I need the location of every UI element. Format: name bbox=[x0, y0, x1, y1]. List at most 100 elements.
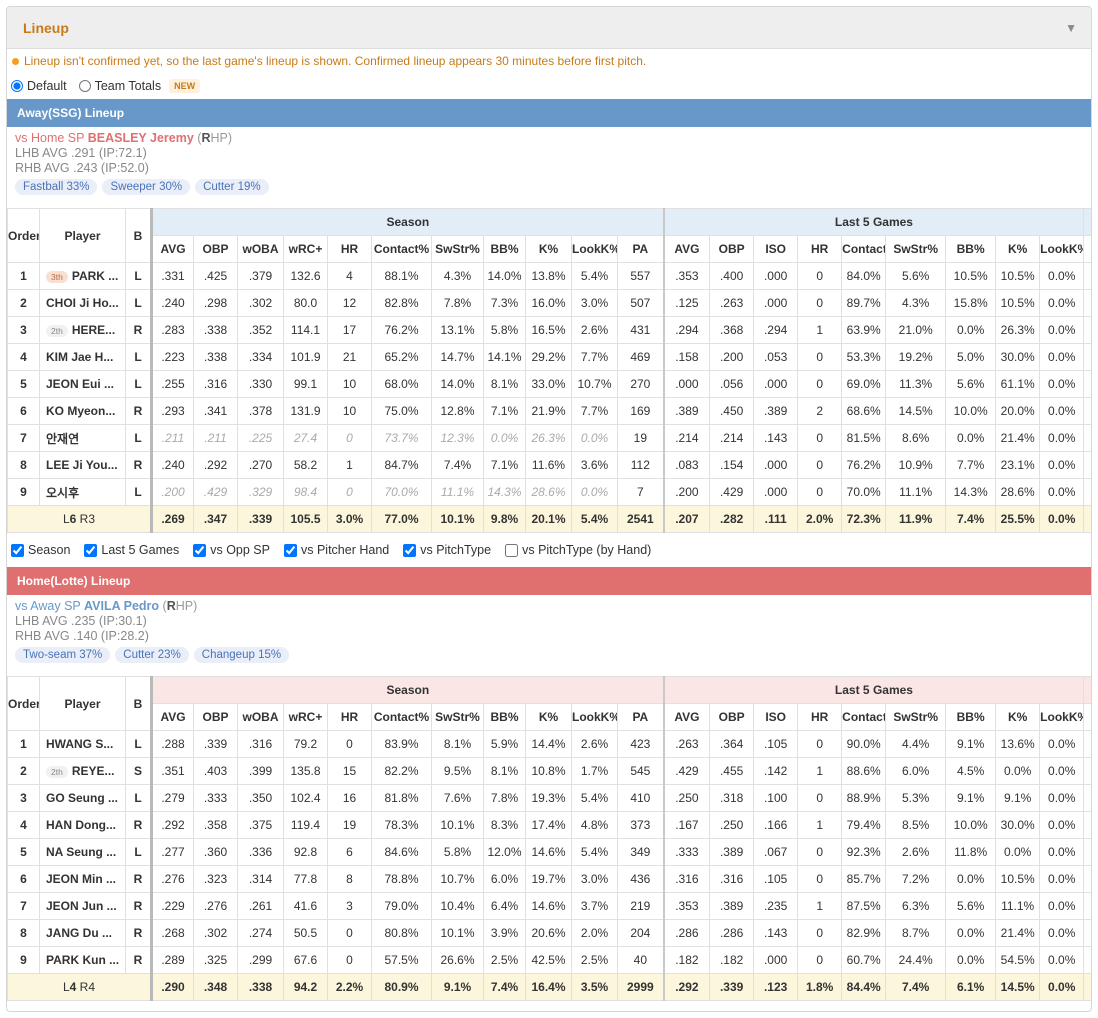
table-row[interactable]: 4 HAN Dong... R .292.358.375 119.4 19 78.3% 10.… bbox=[7, 811, 1091, 839]
season-col-header[interactable]: AVG bbox=[151, 703, 194, 731]
home-sp-name[interactable]: AVILA Pedro bbox=[84, 599, 160, 613]
player-name-cell[interactable]: HAN Dong... bbox=[39, 811, 126, 839]
season-col-header[interactable]: Contact% bbox=[371, 703, 432, 731]
player-name-cell[interactable]: JEON Eui ... bbox=[39, 370, 126, 398]
season-col-header[interactable]: SwStr% bbox=[431, 703, 484, 731]
season-col-header[interactable]: BB% bbox=[483, 703, 526, 731]
table-row[interactable]: 9 오시후 L .200.429.329 98.4 0 70.0% 11.1% 14.3% 28.… bbox=[7, 478, 1091, 506]
player-name-cell[interactable]: JANG Du ... bbox=[39, 919, 126, 947]
season-col-header[interactable]: K% bbox=[525, 235, 572, 263]
away-sp-name[interactable]: BEASLEY Jeremy bbox=[87, 131, 194, 145]
table-row[interactable]: 7 JEON Jun ... R .229.276.261 41.6 3 79.0% 10.4… bbox=[7, 892, 1091, 920]
player-name[interactable]: KIM Jae H... bbox=[46, 350, 114, 364]
team-totals-radio[interactable] bbox=[78, 80, 91, 92]
player-name-cell[interactable]: KO Myeon... bbox=[39, 397, 126, 425]
player-name[interactable]: NA Seung ... bbox=[46, 845, 117, 859]
table-row[interactable]: 2 CHOI Ji Ho... L .240.298.302 80.0 12 82.8% 7.… bbox=[7, 289, 1091, 317]
season-col-header[interactable]: wOBA bbox=[237, 703, 284, 731]
player-name[interactable]: PARK Kun ... bbox=[46, 953, 120, 967]
stat-filter-option[interactable]: vs Pitcher Hand bbox=[283, 543, 389, 557]
last5-col-header[interactable]: SwStr% bbox=[885, 235, 947, 263]
last5-col-header[interactable]: OBP bbox=[709, 235, 755, 263]
season-col-header[interactable]: LookK% bbox=[571, 235, 618, 263]
season-col-header[interactable]: LookK% bbox=[571, 703, 618, 731]
player-name-cell[interactable]: JEON Min ... bbox=[39, 865, 126, 893]
last5-col-header[interactable]: SwStr% bbox=[885, 703, 947, 731]
last5-col-header[interactable]: BB% bbox=[945, 235, 997, 263]
season-col-header[interactable]: OBP bbox=[193, 703, 238, 731]
season-col-header[interactable]: wRC+ bbox=[283, 703, 328, 731]
table-row[interactable]: 3 2th HERE... R .283.338.352 114.1 17 76.2% 13.1… bbox=[7, 316, 1091, 344]
table-row[interactable]: 7 안재연 L .211.211.225 27.4 0 73.7% 12.3% 0.0% 26.3… bbox=[7, 424, 1091, 452]
table-row[interactable]: 4 KIM Jae H... L .223.338.334 101.9 21 65.2% 14… bbox=[7, 343, 1091, 371]
player-name-cell[interactable]: PARK Kun ... bbox=[39, 946, 126, 974]
last5-col-header[interactable]: LookK% bbox=[1039, 703, 1085, 731]
player-name-cell[interactable]: 2th HERE... bbox=[39, 316, 126, 344]
stat-filter-option[interactable]: vs PitchType bbox=[403, 543, 491, 557]
player-name[interactable]: GO Seung ... bbox=[46, 791, 119, 805]
last5-col-header[interactable]: K% bbox=[995, 703, 1041, 731]
season-col-header[interactable]: PA bbox=[616, 703, 665, 731]
last5-col-header[interactable]: K% bbox=[995, 235, 1041, 263]
default-radio-option[interactable]: Default bbox=[11, 79, 67, 93]
table-row[interactable]: 6 KO Myeon... R .293.341.378 131.9 10 75.0% 12.… bbox=[7, 397, 1091, 425]
player-name[interactable]: 안재연 bbox=[46, 431, 80, 446]
stat-filter-checkbox[interactable] bbox=[193, 543, 207, 557]
stat-filter-checkbox[interactable] bbox=[505, 543, 519, 557]
season-col-header[interactable]: HR bbox=[327, 235, 372, 263]
stat-filter-option[interactable]: Last 5 Games bbox=[84, 543, 179, 557]
panel-header[interactable]: Lineup ▼ bbox=[7, 7, 1091, 49]
last5-col-header[interactable]: Contact% bbox=[841, 235, 887, 263]
player-name[interactable]: CHOI Ji Ho... bbox=[46, 296, 119, 310]
player-name-cell[interactable]: GO Seung ... bbox=[39, 784, 126, 812]
stat-filter-option[interactable]: vs Opp SP bbox=[193, 543, 270, 557]
season-col-header[interactable]: AVG bbox=[151, 235, 194, 263]
table-row[interactable]: 1 3th PARK ... L .331.425.379 132.6 4 88.1% 4.3%… bbox=[7, 262, 1091, 290]
player-name[interactable]: 오시후 bbox=[46, 485, 80, 500]
table-row[interactable]: 5 NA Seung ... L .277.360.336 92.8 6 84.6% 5.8%… bbox=[7, 838, 1091, 866]
player-name-cell[interactable]: 오시후 bbox=[39, 478, 126, 506]
last5-col-header[interactable]: Contact% bbox=[841, 703, 887, 731]
player-name-cell[interactable]: HWANG S... bbox=[39, 730, 126, 758]
player-name-cell[interactable]: JEON Jun ... bbox=[39, 892, 126, 920]
last5-col-header[interactable]: AVG bbox=[663, 235, 711, 263]
player-name[interactable]: HWANG S... bbox=[46, 737, 114, 751]
season-col-header[interactable]: BB% bbox=[483, 235, 526, 263]
player-name[interactable]: HAN Dong... bbox=[46, 818, 116, 832]
season-col-header[interactable]: HR bbox=[327, 703, 372, 731]
table-row[interactable]: 9 PARK Kun ... R .289.325.299 67.6 0 57.5% 26.6… bbox=[7, 946, 1091, 974]
player-name[interactable]: HERE... bbox=[71, 323, 116, 337]
last5-col-header[interactable]: LookK% bbox=[1039, 235, 1085, 263]
player-name[interactable]: JANG Du ... bbox=[46, 926, 113, 940]
player-name-cell[interactable]: KIM Jae H... bbox=[39, 343, 126, 371]
stat-filter-option[interactable]: vs PitchType (by Hand) bbox=[505, 543, 651, 557]
player-name-cell[interactable]: 안재연 bbox=[39, 424, 126, 452]
stat-filter-option[interactable]: Season bbox=[11, 543, 70, 557]
season-col-header[interactable]: wRC+ bbox=[283, 235, 328, 263]
team-totals-radio-option[interactable]: Team Totals bbox=[78, 79, 161, 93]
stat-filter-checkbox[interactable] bbox=[11, 543, 24, 557]
player-name-cell[interactable]: 3th PARK ... bbox=[39, 262, 126, 290]
stat-filter-checkbox[interactable] bbox=[84, 543, 98, 557]
default-radio[interactable] bbox=[11, 80, 23, 92]
stat-filter-checkbox[interactable] bbox=[283, 543, 297, 557]
table-row[interactable]: 6 JEON Min ... R .276.323.314 77.8 8 78.8% 10.7… bbox=[7, 865, 1091, 893]
player-name-cell[interactable]: CHOI Ji Ho... bbox=[39, 289, 126, 317]
last5-col-header[interactable]: HR bbox=[797, 235, 843, 263]
table-row[interactable]: 1 HWANG S... L .288.339.316 79.2 0 83.9% 8.1% 5.… bbox=[7, 730, 1091, 758]
table-row[interactable]: 3 GO Seung ... L .279.333.350 102.4 16 81.8% 7.… bbox=[7, 784, 1091, 812]
season-col-header[interactable]: wOBA bbox=[237, 235, 284, 263]
table-row[interactable]: 5 JEON Eui ... L .255.316.330 99.1 10 68.0% 14.… bbox=[7, 370, 1091, 398]
collapse-triangle-icon[interactable]: ▼ bbox=[1065, 20, 1077, 35]
last5-col-header[interactable]: AVG bbox=[663, 703, 711, 731]
player-name[interactable]: KO Myeon... bbox=[46, 404, 116, 418]
season-col-header[interactable]: K% bbox=[525, 703, 572, 731]
last5-col-header[interactable]: ISO bbox=[753, 703, 799, 731]
table-row[interactable]: 8 JANG Du ... R .268.302.274 50.5 0 80.8% 10.1%… bbox=[7, 919, 1091, 947]
stat-filter-checkbox[interactable] bbox=[403, 543, 417, 557]
table-row[interactable]: 2 2th REYE... S .351.403.399 135.8 15 82.2% 9.5%… bbox=[7, 757, 1091, 785]
player-name[interactable]: LEE Ji You... bbox=[46, 458, 118, 472]
season-col-header[interactable]: Contact% bbox=[371, 235, 432, 263]
player-name[interactable]: REYE... bbox=[71, 764, 115, 778]
last5-col-header[interactable]: HR bbox=[797, 703, 843, 731]
